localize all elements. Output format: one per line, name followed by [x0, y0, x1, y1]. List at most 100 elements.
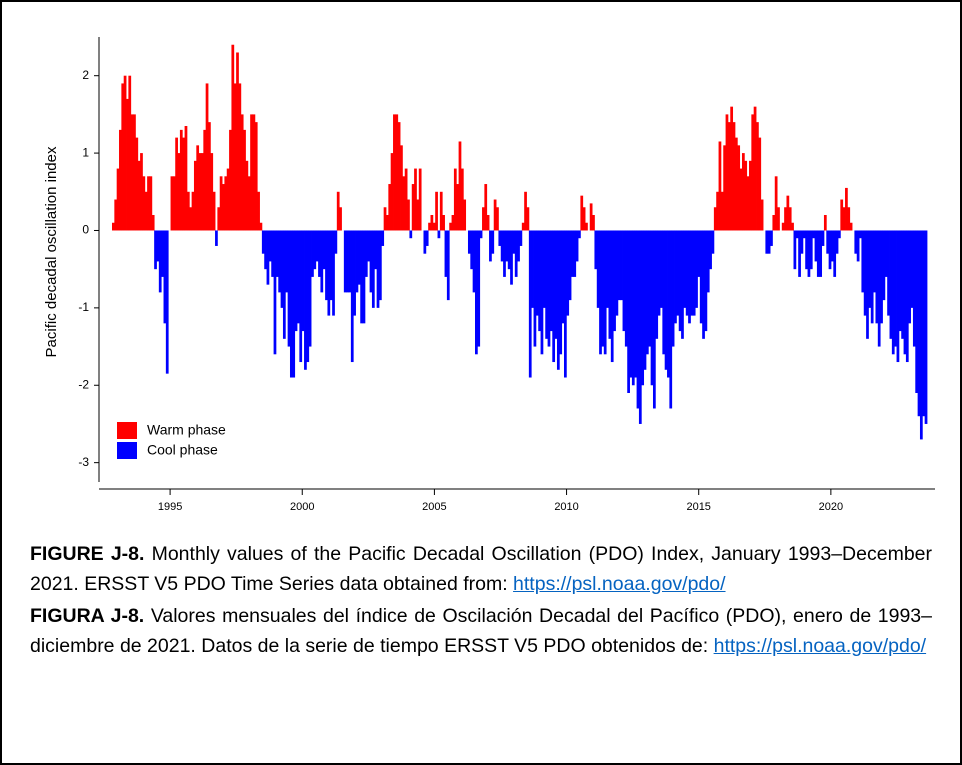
area-slice [840, 199, 844, 231]
area-slice [191, 191, 195, 231]
area-slice [381, 230, 385, 246]
area-slice [535, 230, 539, 316]
area-slice [217, 207, 221, 231]
area-slice [631, 230, 635, 386]
area-slice [126, 98, 129, 231]
area-slice [620, 230, 623, 301]
area-slice [142, 176, 146, 231]
area-slice [390, 153, 394, 231]
area-slice [156, 230, 160, 262]
area-slice [749, 160, 752, 231]
area-slice [821, 230, 825, 246]
area-slice [552, 230, 556, 363]
area-slice [718, 141, 722, 231]
area-slice [563, 230, 567, 378]
area-slice [135, 137, 139, 231]
area-slice [627, 230, 630, 393]
area-slice [531, 230, 534, 308]
area-slice [772, 215, 776, 231]
caption-link[interactable]: https://psl.noaa.gov/pdo/ [513, 573, 726, 595]
area-slice [393, 114, 396, 231]
area-slice [711, 230, 715, 254]
area-slice [472, 230, 476, 293]
caption-en: FIGURE J-8. Monthly values of the Pacifi… [30, 539, 932, 599]
area-slice [582, 207, 586, 231]
area-slice [756, 122, 759, 231]
area-slice [571, 230, 574, 277]
area-slice [416, 199, 420, 231]
area-slice [905, 230, 909, 363]
area-slice [304, 230, 307, 370]
area-slice [212, 191, 216, 231]
area-slice [826, 230, 830, 254]
area-slice [770, 230, 773, 246]
area-slice [524, 191, 527, 231]
area-slice [458, 141, 462, 231]
area-slice [491, 230, 495, 254]
area-slice [198, 153, 202, 231]
area-slice [667, 230, 670, 378]
area-slice [282, 230, 286, 339]
area-slice [767, 230, 771, 254]
area-slice [250, 114, 253, 231]
area-slice [364, 230, 368, 277]
area-slice [746, 176, 750, 231]
area-slice [119, 129, 122, 231]
area-slice [744, 160, 748, 231]
area-slice [791, 222, 794, 231]
area-slice [624, 230, 628, 347]
area-slice [805, 230, 808, 270]
area-slice [578, 230, 581, 239]
area-slice [287, 230, 291, 347]
area-slice [882, 230, 886, 301]
area-slice [229, 129, 232, 231]
area-slice [606, 230, 609, 308]
area-slice [617, 230, 621, 301]
area-slice [311, 230, 314, 277]
area-slice [460, 168, 464, 231]
area-slice [692, 230, 696, 316]
area-slice [922, 230, 926, 417]
area-slice [453, 168, 457, 231]
area-slice [245, 160, 249, 231]
area-slice [428, 222, 431, 231]
area-slice [238, 83, 242, 231]
area-slice [781, 222, 785, 231]
area-slice [482, 207, 485, 231]
area-slice [165, 230, 169, 374]
area-slice [538, 230, 541, 332]
y-axis-label: Pacific decadal oscillation index [43, 146, 60, 357]
area-slice [660, 230, 663, 308]
area-slice [720, 191, 724, 231]
area-slice [760, 199, 764, 231]
area-slice [798, 230, 801, 277]
area-slice [313, 230, 317, 270]
area-slice [205, 83, 209, 231]
area-slice [215, 230, 218, 246]
area-slice [432, 222, 436, 231]
area-slice [828, 230, 832, 270]
area-slice [887, 230, 890, 316]
area-slice [650, 230, 654, 386]
area-slice [919, 230, 923, 440]
area-slice [657, 230, 661, 316]
area-slice [163, 230, 167, 324]
area-slice [376, 230, 380, 308]
area-slice [140, 153, 143, 231]
caption-label: FIGURA J-8. [30, 605, 145, 627]
area-slice [737, 145, 741, 231]
area-slice [182, 137, 186, 231]
area-slice [573, 230, 577, 277]
area-slice [133, 114, 136, 231]
legend-label: Cool phase [147, 442, 218, 458]
area-slice [264, 230, 267, 270]
caption-link[interactable]: https://psl.noaa.gov/pdo/ [713, 635, 927, 657]
area-slice [449, 222, 452, 231]
area-slice [610, 230, 614, 363]
x-tick-label: 1995 [158, 501, 182, 513]
x-tick-label: 2005 [422, 501, 446, 513]
legend-swatch [117, 422, 137, 439]
area-slice [357, 230, 361, 285]
area-slice [348, 230, 352, 293]
chart: Pacific decadal oscillation index -3 -2 -1… [43, 37, 935, 513]
